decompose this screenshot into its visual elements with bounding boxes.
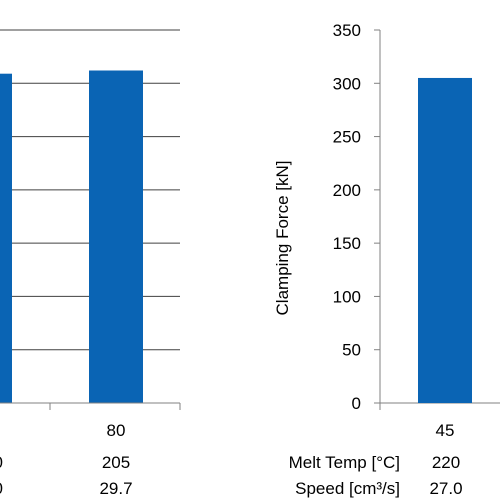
left-row2-value-a: 0 <box>0 479 3 498</box>
right-y-tick-label: 250 <box>333 128 361 147</box>
right-y-tick-label: 200 <box>333 181 361 200</box>
right-row2-value: 27.0 <box>429 479 462 498</box>
right-row1-label: Melt Temp [°C] <box>289 453 400 472</box>
right-y-tick-marks <box>374 29 380 404</box>
left-bar <box>0 73 12 404</box>
left-row1-value-b: 205 <box>102 453 130 472</box>
right-y-tick-label: 0 <box>352 394 361 413</box>
right-y-tick-label: 150 <box>333 234 361 253</box>
left-row2-value-b: 29.7 <box>99 479 132 498</box>
right-x-tick-label: 45 <box>436 421 455 440</box>
right-y-axis-label: Clamping Force [kN] <box>273 161 292 316</box>
left-bars <box>0 70 143 404</box>
right-chart: Clamping Force [kN] 0 50 100 150 200 250 300 35… <box>273 21 500 498</box>
right-y-tick-label: 100 <box>333 287 361 306</box>
right-bar <box>418 77 472 403</box>
right-y-tick-labels: 0 50 100 150 200 250 300 350 <box>333 21 361 413</box>
left-bar <box>89 70 143 404</box>
right-row2-label: Speed [cm³/s] <box>295 479 400 498</box>
right-row1-value: 220 <box>432 453 460 472</box>
right-y-tick-label: 50 <box>342 341 361 360</box>
right-bars <box>418 77 472 403</box>
left-x-tick-label: 80 <box>107 421 126 440</box>
left-row1-value-a: 0 <box>0 453 3 472</box>
left-chart: 80 0 205 0 29.7 <box>0 29 181 498</box>
right-y-tick-label: 300 <box>333 74 361 93</box>
right-y-tick-label: 350 <box>333 21 361 40</box>
